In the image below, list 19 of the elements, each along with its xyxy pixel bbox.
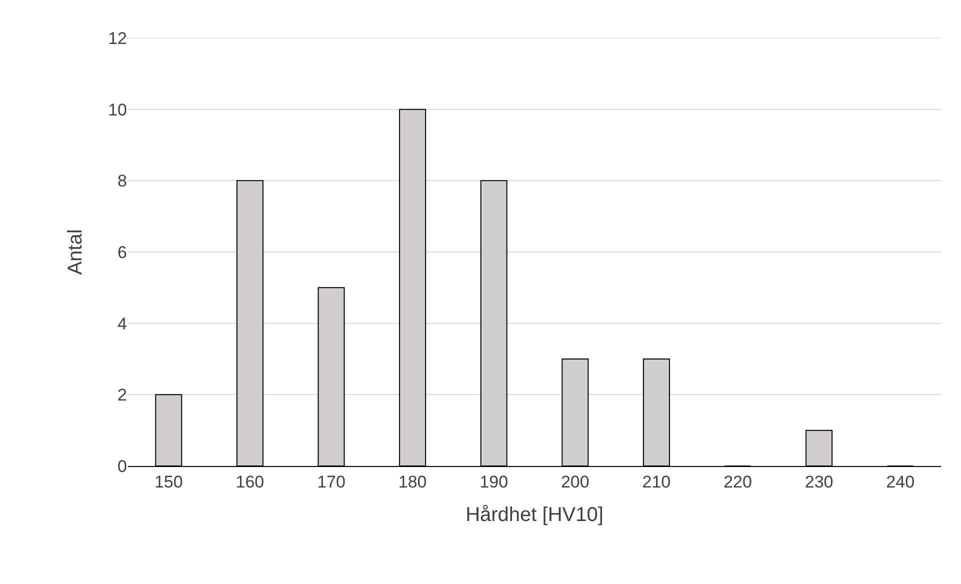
y-tick-label: 6 (118, 242, 127, 262)
x-tick-label: 190 (480, 472, 508, 492)
x-tick-label: 210 (642, 472, 671, 492)
x-tick-label: 150 (154, 472, 183, 492)
y-axis-title: Antal (64, 229, 87, 275)
x-tick-label: 200 (560, 472, 590, 492)
x-tick-label: 240 (886, 472, 915, 492)
x-tick-label: 160 (236, 472, 264, 492)
x-tick-label: 180 (398, 472, 427, 492)
y-tick-label: 2 (118, 386, 127, 405)
x-tick-label: 170 (317, 472, 346, 492)
y-tick-label: 4 (118, 314, 127, 334)
y-tick-label: 12 (108, 28, 127, 48)
y-tick-label: 10 (108, 100, 127, 120)
x-tick-label: 220 (724, 472, 752, 492)
y-tick-label: 8 (118, 172, 127, 191)
x-tick-label: 230 (804, 472, 834, 492)
y-tick-label: 0 (118, 456, 127, 476)
x-axis-title: Hårdhet [HV10] (466, 504, 604, 526)
